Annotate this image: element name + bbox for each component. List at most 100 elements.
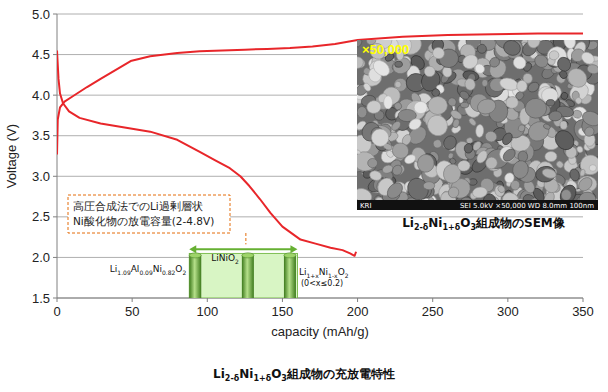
range-arrow-head	[189, 245, 196, 253]
sem-grain	[560, 91, 569, 101]
x-tick-label: 200	[347, 304, 369, 319]
text-run: Ni	[153, 264, 162, 274]
grid-line	[57, 298, 583, 299]
sem-grain	[473, 62, 486, 75]
sem-grain	[517, 124, 526, 133]
sem-grain	[505, 96, 519, 109]
sem-grain	[414, 101, 428, 114]
x-tick	[507, 298, 508, 302]
series-line	[57, 51, 356, 256]
text-run: 2	[182, 269, 186, 276]
sem-grain	[394, 61, 402, 68]
sem-grain	[541, 167, 557, 180]
sem-grain	[452, 118, 460, 128]
sem-grain	[394, 81, 401, 88]
reference-cylinder	[242, 255, 254, 298]
x-tick-label: 350	[572, 304, 594, 319]
sem-grain	[357, 55, 365, 70]
sem-grain	[416, 153, 435, 173]
text-run: Ni	[428, 216, 442, 230]
sem-grain	[472, 186, 488, 199]
reference-sublabel: (0<x≤0.2)	[301, 279, 343, 288]
sem-grain	[432, 139, 442, 149]
annotation-text: Ni酸化物の放電容量(2-4.8V)	[73, 215, 214, 227]
x-tick-label: 50	[125, 304, 139, 319]
x-tick	[583, 298, 584, 302]
text-run: 0.82	[162, 269, 176, 276]
sem-grain	[357, 107, 367, 118]
y-tick	[53, 257, 57, 258]
y-tick-label: 4.5	[32, 47, 50, 62]
y-tick-label: 4.0	[32, 88, 50, 103]
y-tick-label: 5.0	[32, 7, 50, 22]
sem-grain	[577, 151, 598, 178]
sem-grain	[371, 128, 389, 146]
sem-grain	[494, 184, 506, 197]
x-tick-label: 300	[497, 304, 519, 319]
annotation-box	[68, 195, 230, 233]
text-run: O	[460, 216, 470, 230]
sem-grain	[501, 40, 522, 58]
text-run: 1-x	[328, 272, 338, 279]
sem-grain	[391, 163, 405, 177]
y-tick-label: 3.5	[32, 128, 50, 143]
sem-grain	[501, 131, 515, 146]
series-line	[57, 33, 583, 154]
text-run: Li	[213, 367, 225, 381]
y-tick	[53, 14, 57, 15]
sem-grain	[535, 165, 557, 183]
text-run: 1+δ	[442, 223, 460, 232]
text-run: 2	[345, 272, 349, 279]
sem-grain	[511, 54, 529, 72]
sem-grain	[574, 96, 583, 105]
text-run: 2-δ	[225, 374, 240, 383]
sem-grain	[393, 101, 403, 111]
x-tick	[282, 298, 283, 302]
sem-grain	[476, 97, 498, 116]
sem-grain	[548, 50, 560, 61]
sem-grain	[564, 65, 591, 92]
sem-grain	[457, 160, 470, 172]
y-tick	[53, 95, 57, 96]
y-tick-label: 1.5	[32, 291, 50, 306]
sem-footer-bar	[357, 200, 598, 210]
x-tick-label: 150	[272, 304, 294, 319]
y-tick	[53, 135, 57, 136]
sem-grain	[370, 57, 392, 79]
text-run: 1+δ	[253, 374, 271, 383]
x-tick-label: 100	[196, 304, 218, 319]
y-axis-title: Voltage (V)	[4, 124, 19, 188]
sem-grain	[551, 127, 577, 154]
sem-grain	[560, 121, 568, 130]
reference-band-group	[189, 253, 297, 298]
sem-grain	[368, 169, 382, 181]
y-tick	[53, 298, 57, 299]
sem-grain	[464, 143, 474, 154]
sem-grain	[548, 111, 562, 122]
text-run: 組成物の充放電特性	[286, 367, 395, 381]
text-run: 0.09	[139, 269, 153, 276]
x-axis-title: capacity (mAh/g)	[271, 324, 369, 339]
text-run: 2	[235, 258, 239, 265]
sem-grain	[526, 40, 541, 49]
x-tick	[432, 298, 433, 302]
sem-grain	[463, 77, 476, 91]
sem-footer: SEI 5.0kV ×50,000 WD 8.0mm 100nm	[460, 202, 594, 210]
sem-grain	[390, 120, 402, 132]
sem-grain	[504, 172, 515, 184]
sem-grain	[572, 109, 582, 119]
sem-grain	[576, 175, 595, 194]
series-group	[57, 33, 583, 255]
text-run: Li	[402, 216, 414, 230]
text-run: O	[271, 367, 281, 381]
annotation-text: 高圧合成法でのLi過剰層状	[73, 200, 203, 212]
sem-grain	[366, 100, 382, 115]
cylinder-top	[242, 253, 254, 258]
sem-grain	[488, 56, 502, 69]
sem-grain	[482, 79, 488, 87]
sem-grain	[407, 117, 423, 132]
x-tick	[132, 298, 133, 302]
text-run: Ni	[319, 267, 328, 277]
sem-grain	[579, 50, 596, 67]
chart: 1.52.02.53.03.54.04.55.00501001502002503…	[0, 0, 608, 392]
